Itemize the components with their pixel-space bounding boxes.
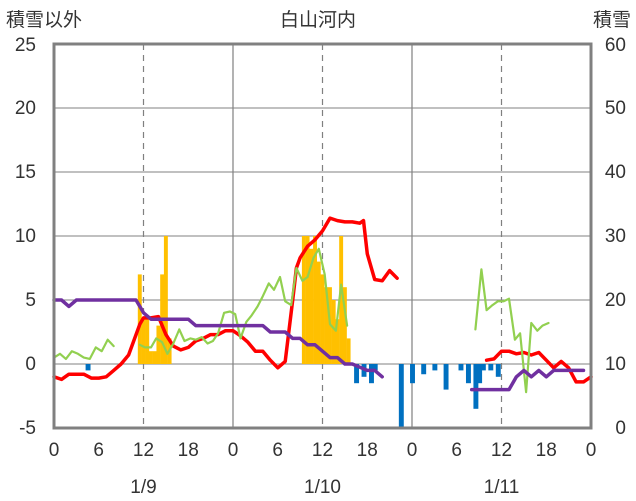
- plot-frame: [52, 42, 593, 430]
- snowfall-bar: [309, 248, 314, 364]
- snowfall-bar: [342, 287, 347, 364]
- negative-bar: [443, 364, 449, 390]
- left-y-ticks: 25 20 15 10 5 0 -5: [15, 35, 36, 439]
- snowfall-bar: [313, 236, 318, 364]
- snowfall-bar: [335, 319, 340, 364]
- snowfall-bar: [152, 351, 157, 364]
- negative-bar: [488, 364, 494, 371]
- x-tick-6: 6: [93, 440, 104, 461]
- wind-line: [138, 247, 349, 355]
- snowfall-bar: [137, 274, 142, 364]
- snowfall-bar: [339, 236, 344, 364]
- negative-bar: [480, 364, 486, 371]
- grid-layer: [53, 43, 592, 429]
- negative-bar: [421, 364, 427, 375]
- x-tick-18: 18: [178, 440, 199, 461]
- left-tick-20: 20: [15, 98, 36, 119]
- right-tick-10: 10: [605, 354, 626, 375]
- left-tick-10: 10: [15, 226, 36, 247]
- right-tick-50: 50: [605, 98, 626, 119]
- x-tick-0d: 0: [586, 440, 597, 461]
- snowfall-bar: [163, 236, 168, 364]
- right-tick-40: 40: [605, 162, 626, 183]
- negative-bar: [85, 364, 91, 371]
- date-label-1: 1/9: [130, 477, 156, 498]
- snowfall-bar: [346, 338, 351, 364]
- wind-line: [52, 338, 115, 360]
- snowfall-bar: [320, 274, 325, 364]
- x-ticks: 0 6 12 18 0 6 12 18 0 6 12 18 0: [49, 440, 597, 461]
- temperature-line: [52, 216, 399, 382]
- snow_depth-line: [52, 298, 384, 379]
- date-label-2: 1/10: [304, 477, 341, 498]
- line-layer: [52, 216, 593, 394]
- chart-title: 白山河内: [280, 9, 356, 31]
- temperature-line: [484, 349, 593, 384]
- x-tick-12: 12: [133, 440, 154, 461]
- snowfall-bar: [324, 287, 329, 364]
- negative-bar: [495, 364, 501, 377]
- negative-bar: [477, 364, 483, 384]
- negative-bar: [398, 364, 404, 428]
- snow_depth-line: [469, 368, 586, 392]
- right-tick-20: 20: [605, 290, 626, 311]
- wind-line: [474, 268, 550, 394]
- negative-bar: [410, 364, 415, 384]
- snowfall-bar: [148, 351, 153, 364]
- x-tick-0b: 0: [228, 440, 239, 461]
- x-tick-6c: 6: [451, 440, 462, 461]
- negative-bar: [458, 364, 464, 371]
- right-axis-label: 積雪: [593, 9, 631, 31]
- x-tick-12b: 12: [312, 440, 333, 461]
- snowfall-bar: [331, 300, 336, 364]
- snowfall-bar: [305, 236, 310, 364]
- negative-bar: [465, 364, 471, 384]
- negative-bar: [369, 364, 374, 384]
- x-tick-18b: 18: [357, 440, 378, 461]
- left-tick-25: 25: [15, 35, 36, 56]
- left-tick-15: 15: [15, 162, 36, 183]
- x-tick-12c: 12: [491, 440, 512, 461]
- snowfall-bar: [141, 319, 146, 364]
- right-tick-60: 60: [605, 35, 626, 56]
- negative-bar: [473, 364, 479, 409]
- left-tick-minus5: -5: [19, 418, 36, 439]
- snowfall-bar: [156, 325, 161, 364]
- bar-layer: [85, 236, 501, 428]
- left-axis-label: 積雪以外: [6, 9, 82, 31]
- negative-bar: [354, 364, 360, 384]
- left-tick-0: 0: [25, 354, 36, 375]
- negative-bar: [372, 364, 378, 371]
- snowfall-bar: [145, 319, 150, 364]
- right-y-ticks: 60 50 40 30 20 10 0: [605, 35, 626, 439]
- date-label-3: 1/11: [484, 477, 520, 498]
- negative-bar: [432, 364, 438, 371]
- frame-layer: [52, 42, 593, 430]
- snowfall-bar: [301, 236, 306, 364]
- right-tick-30: 30: [605, 226, 626, 247]
- x-tick-0c: 0: [407, 440, 418, 461]
- x-tick-18c: 18: [536, 440, 557, 461]
- x-tick-0: 0: [49, 440, 60, 461]
- snowfall-bar: [316, 261, 321, 364]
- x-tick-6b: 6: [272, 440, 283, 461]
- left-tick-5: 5: [25, 290, 36, 311]
- right-tick-0: 0: [615, 418, 626, 439]
